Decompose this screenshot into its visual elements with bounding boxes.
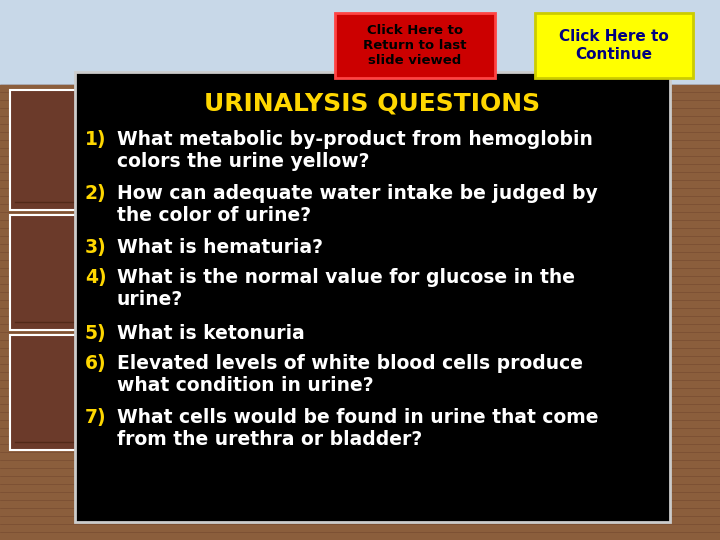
Text: Click Here to
Continue: Click Here to Continue <box>559 29 669 62</box>
Bar <box>505 335 665 450</box>
Text: 2): 2) <box>85 184 107 203</box>
Bar <box>0 0 720 85</box>
Circle shape <box>248 266 262 280</box>
Text: What metabolic by-product from hemoglobin
colors the urine yellow?: What metabolic by-product from hemoglobi… <box>117 130 593 171</box>
Text: 5): 5) <box>85 324 107 343</box>
Bar <box>505 90 665 210</box>
Text: What is ketonuria: What is ketonuria <box>117 324 305 343</box>
Text: Click Here to
Return to last
slide viewed: Click Here to Return to last slide viewe… <box>364 24 467 67</box>
Bar <box>175 335 335 450</box>
Text: 6): 6) <box>85 354 107 373</box>
Text: URINALYSIS QUESTIONS: URINALYSIS QUESTIONS <box>204 92 541 116</box>
Bar <box>505 215 665 330</box>
Circle shape <box>83 143 97 157</box>
Circle shape <box>248 386 262 400</box>
Circle shape <box>578 266 592 280</box>
Bar <box>10 215 170 330</box>
Text: 1): 1) <box>85 130 107 149</box>
Bar <box>340 335 500 450</box>
Bar <box>335 13 495 78</box>
Text: 3): 3) <box>85 238 107 257</box>
Text: 7): 7) <box>85 408 107 427</box>
Circle shape <box>413 386 427 400</box>
Text: What is hematuria?: What is hematuria? <box>117 238 323 257</box>
Circle shape <box>413 266 427 280</box>
Bar <box>340 215 500 330</box>
Text: What cells would be found in urine that come
from the urethra or bladder?: What cells would be found in urine that … <box>117 408 598 449</box>
Circle shape <box>413 143 427 157</box>
Text: Elevated levels of white blood cells produce
what condition in urine?: Elevated levels of white blood cells pro… <box>117 354 583 395</box>
Text: What is the normal value for glucose in the
urine?: What is the normal value for glucose in … <box>117 268 575 309</box>
Bar <box>175 215 335 330</box>
Bar <box>0 85 720 540</box>
Bar <box>10 90 170 210</box>
Circle shape <box>83 386 97 400</box>
Bar <box>340 90 500 210</box>
Bar <box>10 335 170 450</box>
Circle shape <box>578 386 592 400</box>
Circle shape <box>248 143 262 157</box>
Text: 4): 4) <box>85 268 107 287</box>
Circle shape <box>83 266 97 280</box>
Bar <box>175 90 335 210</box>
Bar <box>535 13 693 78</box>
Text: How can adequate water intake be judged by
the color of urine?: How can adequate water intake be judged … <box>117 184 598 225</box>
Bar <box>75 72 670 522</box>
Circle shape <box>578 143 592 157</box>
